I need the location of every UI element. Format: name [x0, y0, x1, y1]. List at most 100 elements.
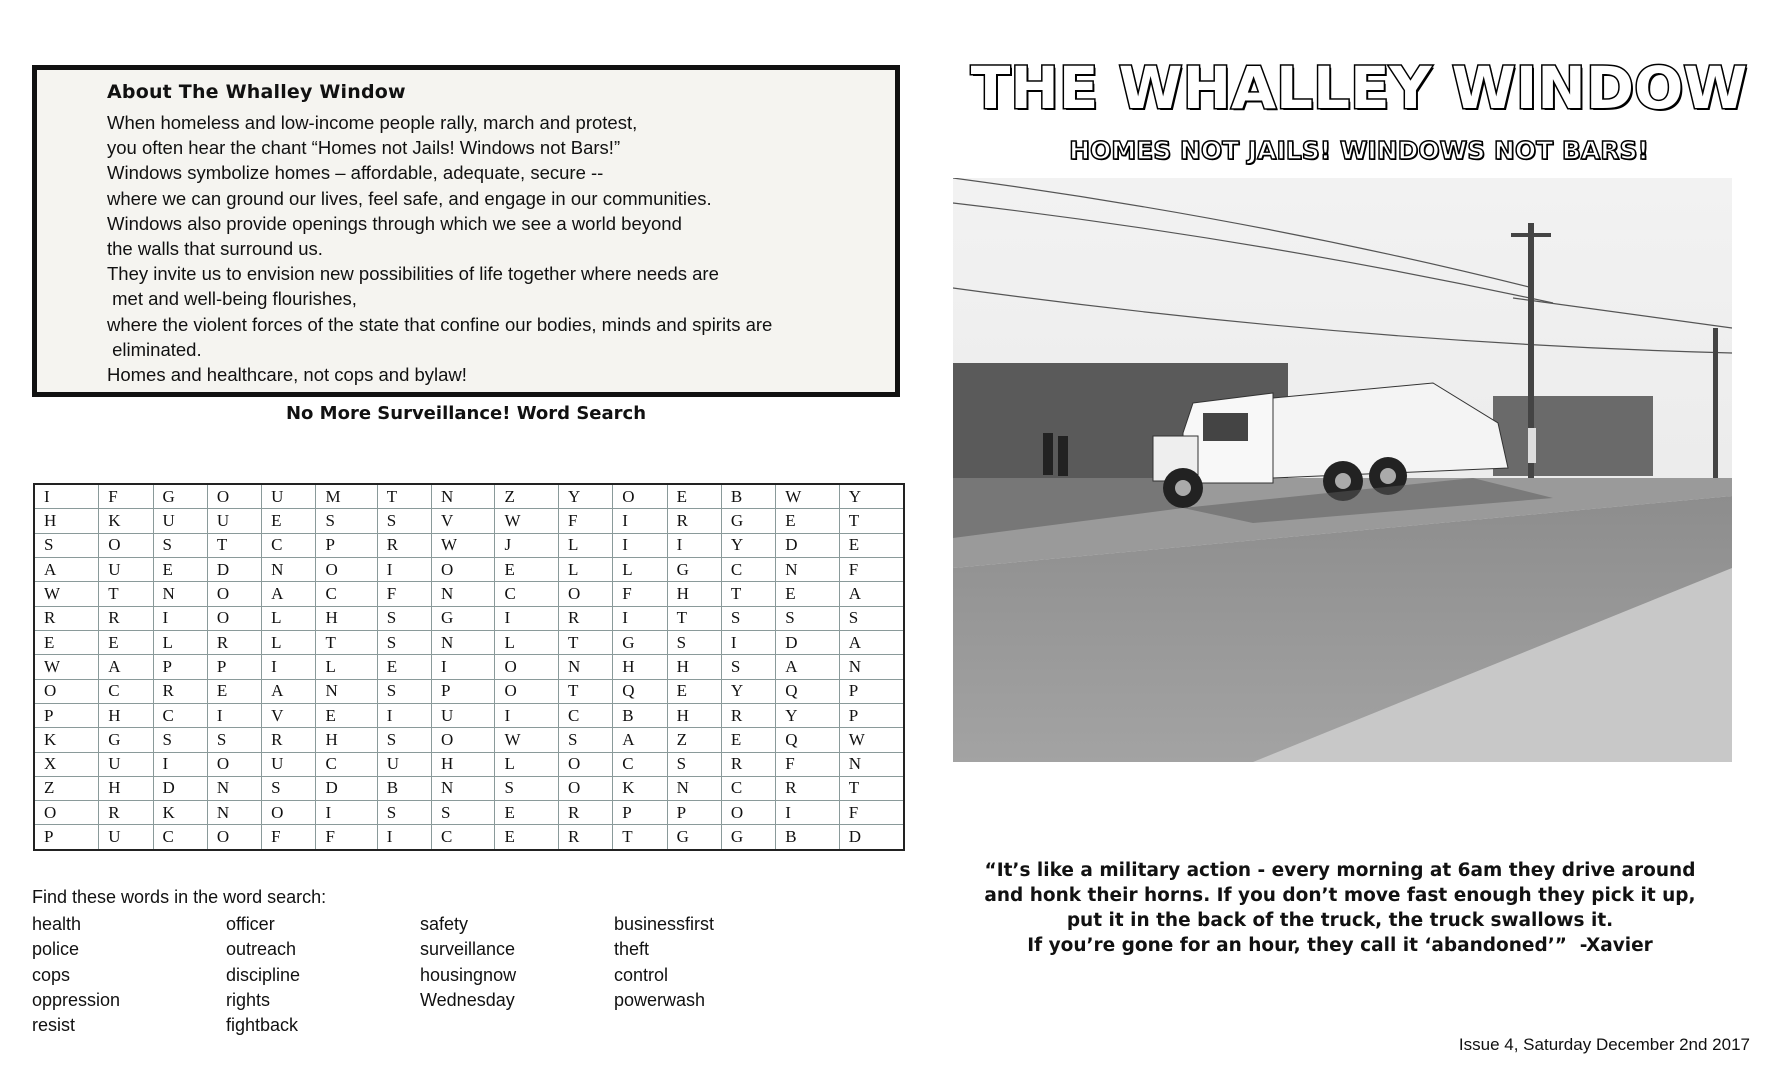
grid-cell[interactable]: R — [557, 800, 614, 826]
grid-cell[interactable]: K — [152, 800, 208, 826]
grid-cell[interactable]: I — [775, 800, 840, 826]
grid-cell[interactable]: F — [557, 508, 614, 534]
grid-cell[interactable]: S — [666, 751, 722, 777]
grid-cell[interactable]: G — [152, 483, 208, 510]
grid-cell[interactable]: N — [206, 775, 263, 802]
grid-cell[interactable]: S — [720, 605, 777, 631]
grid-cell[interactable]: T — [666, 605, 722, 631]
grid-cell[interactable]: O — [33, 800, 100, 826]
grid-cell[interactable]: S — [152, 727, 208, 753]
grid-cell[interactable]: B — [376, 775, 433, 802]
grid-cell[interactable]: Z — [666, 727, 722, 753]
grid-cell[interactable]: E — [775, 508, 840, 534]
grid-cell[interactable]: K — [33, 727, 100, 753]
grid-cell[interactable]: S — [315, 508, 378, 534]
grid-cell[interactable]: S — [376, 678, 433, 704]
grid-cell[interactable]: U — [261, 483, 317, 510]
grid-cell[interactable]: N — [261, 557, 317, 583]
grid-cell[interactable]: P — [838, 702, 905, 729]
grid-cell[interactable]: I — [612, 605, 668, 631]
grid-cell[interactable]: F — [775, 751, 840, 777]
grid-cell[interactable]: A — [838, 581, 905, 607]
grid-cell[interactable]: P — [33, 824, 100, 851]
grid-cell[interactable]: R — [666, 508, 722, 534]
grid-cell[interactable]: R — [720, 751, 777, 777]
grid-cell[interactable]: M — [315, 483, 378, 510]
grid-cell[interactable]: D — [775, 532, 840, 559]
grid-cell[interactable]: O — [33, 678, 100, 704]
grid-cell[interactable]: T — [838, 775, 905, 802]
grid-cell[interactable]: D — [206, 557, 263, 583]
grid-cell[interactable]: T — [315, 629, 378, 656]
grid-cell[interactable]: Z — [494, 483, 559, 510]
grid-cell[interactable]: P — [430, 678, 496, 704]
grid-cell[interactable]: O — [206, 581, 263, 607]
grid-cell[interactable]: L — [261, 629, 317, 656]
grid-cell[interactable]: F — [838, 800, 905, 826]
grid-cell[interactable]: H — [430, 751, 496, 777]
grid-cell[interactable]: G — [430, 605, 496, 631]
grid-cell[interactable]: R — [720, 702, 777, 729]
grid-cell[interactable]: P — [612, 800, 668, 826]
grid-cell[interactable]: O — [557, 581, 614, 607]
grid-cell[interactable]: C — [557, 702, 614, 729]
grid-cell[interactable]: E — [666, 678, 722, 704]
grid-cell[interactable]: O — [720, 800, 777, 826]
grid-cell[interactable]: I — [720, 629, 777, 656]
grid-cell[interactable]: I — [33, 483, 100, 510]
grid-cell[interactable]: N — [557, 654, 614, 680]
grid-cell[interactable]: S — [494, 775, 559, 802]
grid-cell[interactable]: N — [430, 581, 496, 607]
grid-cell[interactable]: O — [261, 800, 317, 826]
grid-cell[interactable]: T — [838, 508, 905, 534]
grid-cell[interactable]: A — [33, 557, 100, 583]
grid-cell[interactable]: C — [152, 702, 208, 729]
grid-cell[interactable]: I — [261, 654, 317, 680]
grid-cell[interactable]: G — [666, 557, 722, 583]
grid-cell[interactable]: N — [666, 775, 722, 802]
grid-cell[interactable]: L — [261, 605, 317, 631]
grid-cell[interactable]: W — [494, 508, 559, 534]
grid-cell[interactable]: L — [557, 557, 614, 583]
grid-cell[interactable]: F — [261, 824, 317, 851]
grid-cell[interactable]: H — [666, 581, 722, 607]
grid-cell[interactable]: P — [33, 702, 100, 729]
grid-cell[interactable]: R — [206, 629, 263, 656]
grid-cell[interactable]: L — [315, 654, 378, 680]
grid-cell[interactable]: B — [612, 702, 668, 729]
grid-cell[interactable]: R — [261, 727, 317, 753]
grid-cell[interactable]: U — [430, 702, 496, 729]
grid-cell[interactable]: E — [315, 702, 378, 729]
grid-cell[interactable]: C — [152, 824, 208, 851]
grid-cell[interactable]: E — [33, 629, 100, 656]
grid-cell[interactable]: U — [152, 508, 208, 534]
grid-cell[interactable]: E — [720, 727, 777, 753]
grid-cell[interactable]: S — [430, 800, 496, 826]
grid-cell[interactable]: U — [98, 751, 154, 777]
grid-cell[interactable]: E — [261, 508, 317, 534]
grid-cell[interactable]: F — [315, 824, 378, 851]
grid-cell[interactable]: S — [557, 727, 614, 753]
grid-cell[interactable]: O — [494, 654, 559, 680]
grid-cell[interactable]: P — [838, 678, 905, 704]
grid-cell[interactable]: O — [98, 532, 154, 559]
grid-cell[interactable]: P — [152, 654, 208, 680]
grid-cell[interactable]: S — [376, 629, 433, 656]
grid-cell[interactable]: Q — [775, 727, 840, 753]
grid-cell[interactable]: S — [376, 508, 433, 534]
grid-cell[interactable]: S — [33, 532, 100, 559]
grid-cell[interactable]: G — [98, 727, 154, 753]
grid-cell[interactable]: T — [376, 483, 433, 510]
grid-cell[interactable]: E — [152, 557, 208, 583]
grid-cell[interactable]: I — [666, 532, 722, 559]
grid-cell[interactable]: X — [33, 751, 100, 777]
grid-cell[interactable]: E — [206, 678, 263, 704]
grid-cell[interactable]: E — [494, 824, 559, 851]
grid-cell[interactable]: K — [98, 508, 154, 534]
grid-cell[interactable]: W — [775, 483, 840, 510]
grid-cell[interactable]: A — [838, 629, 905, 656]
grid-cell[interactable]: R — [33, 605, 100, 631]
grid-cell[interactable]: L — [152, 629, 208, 656]
grid-cell[interactable]: H — [98, 702, 154, 729]
grid-cell[interactable]: E — [98, 629, 154, 656]
